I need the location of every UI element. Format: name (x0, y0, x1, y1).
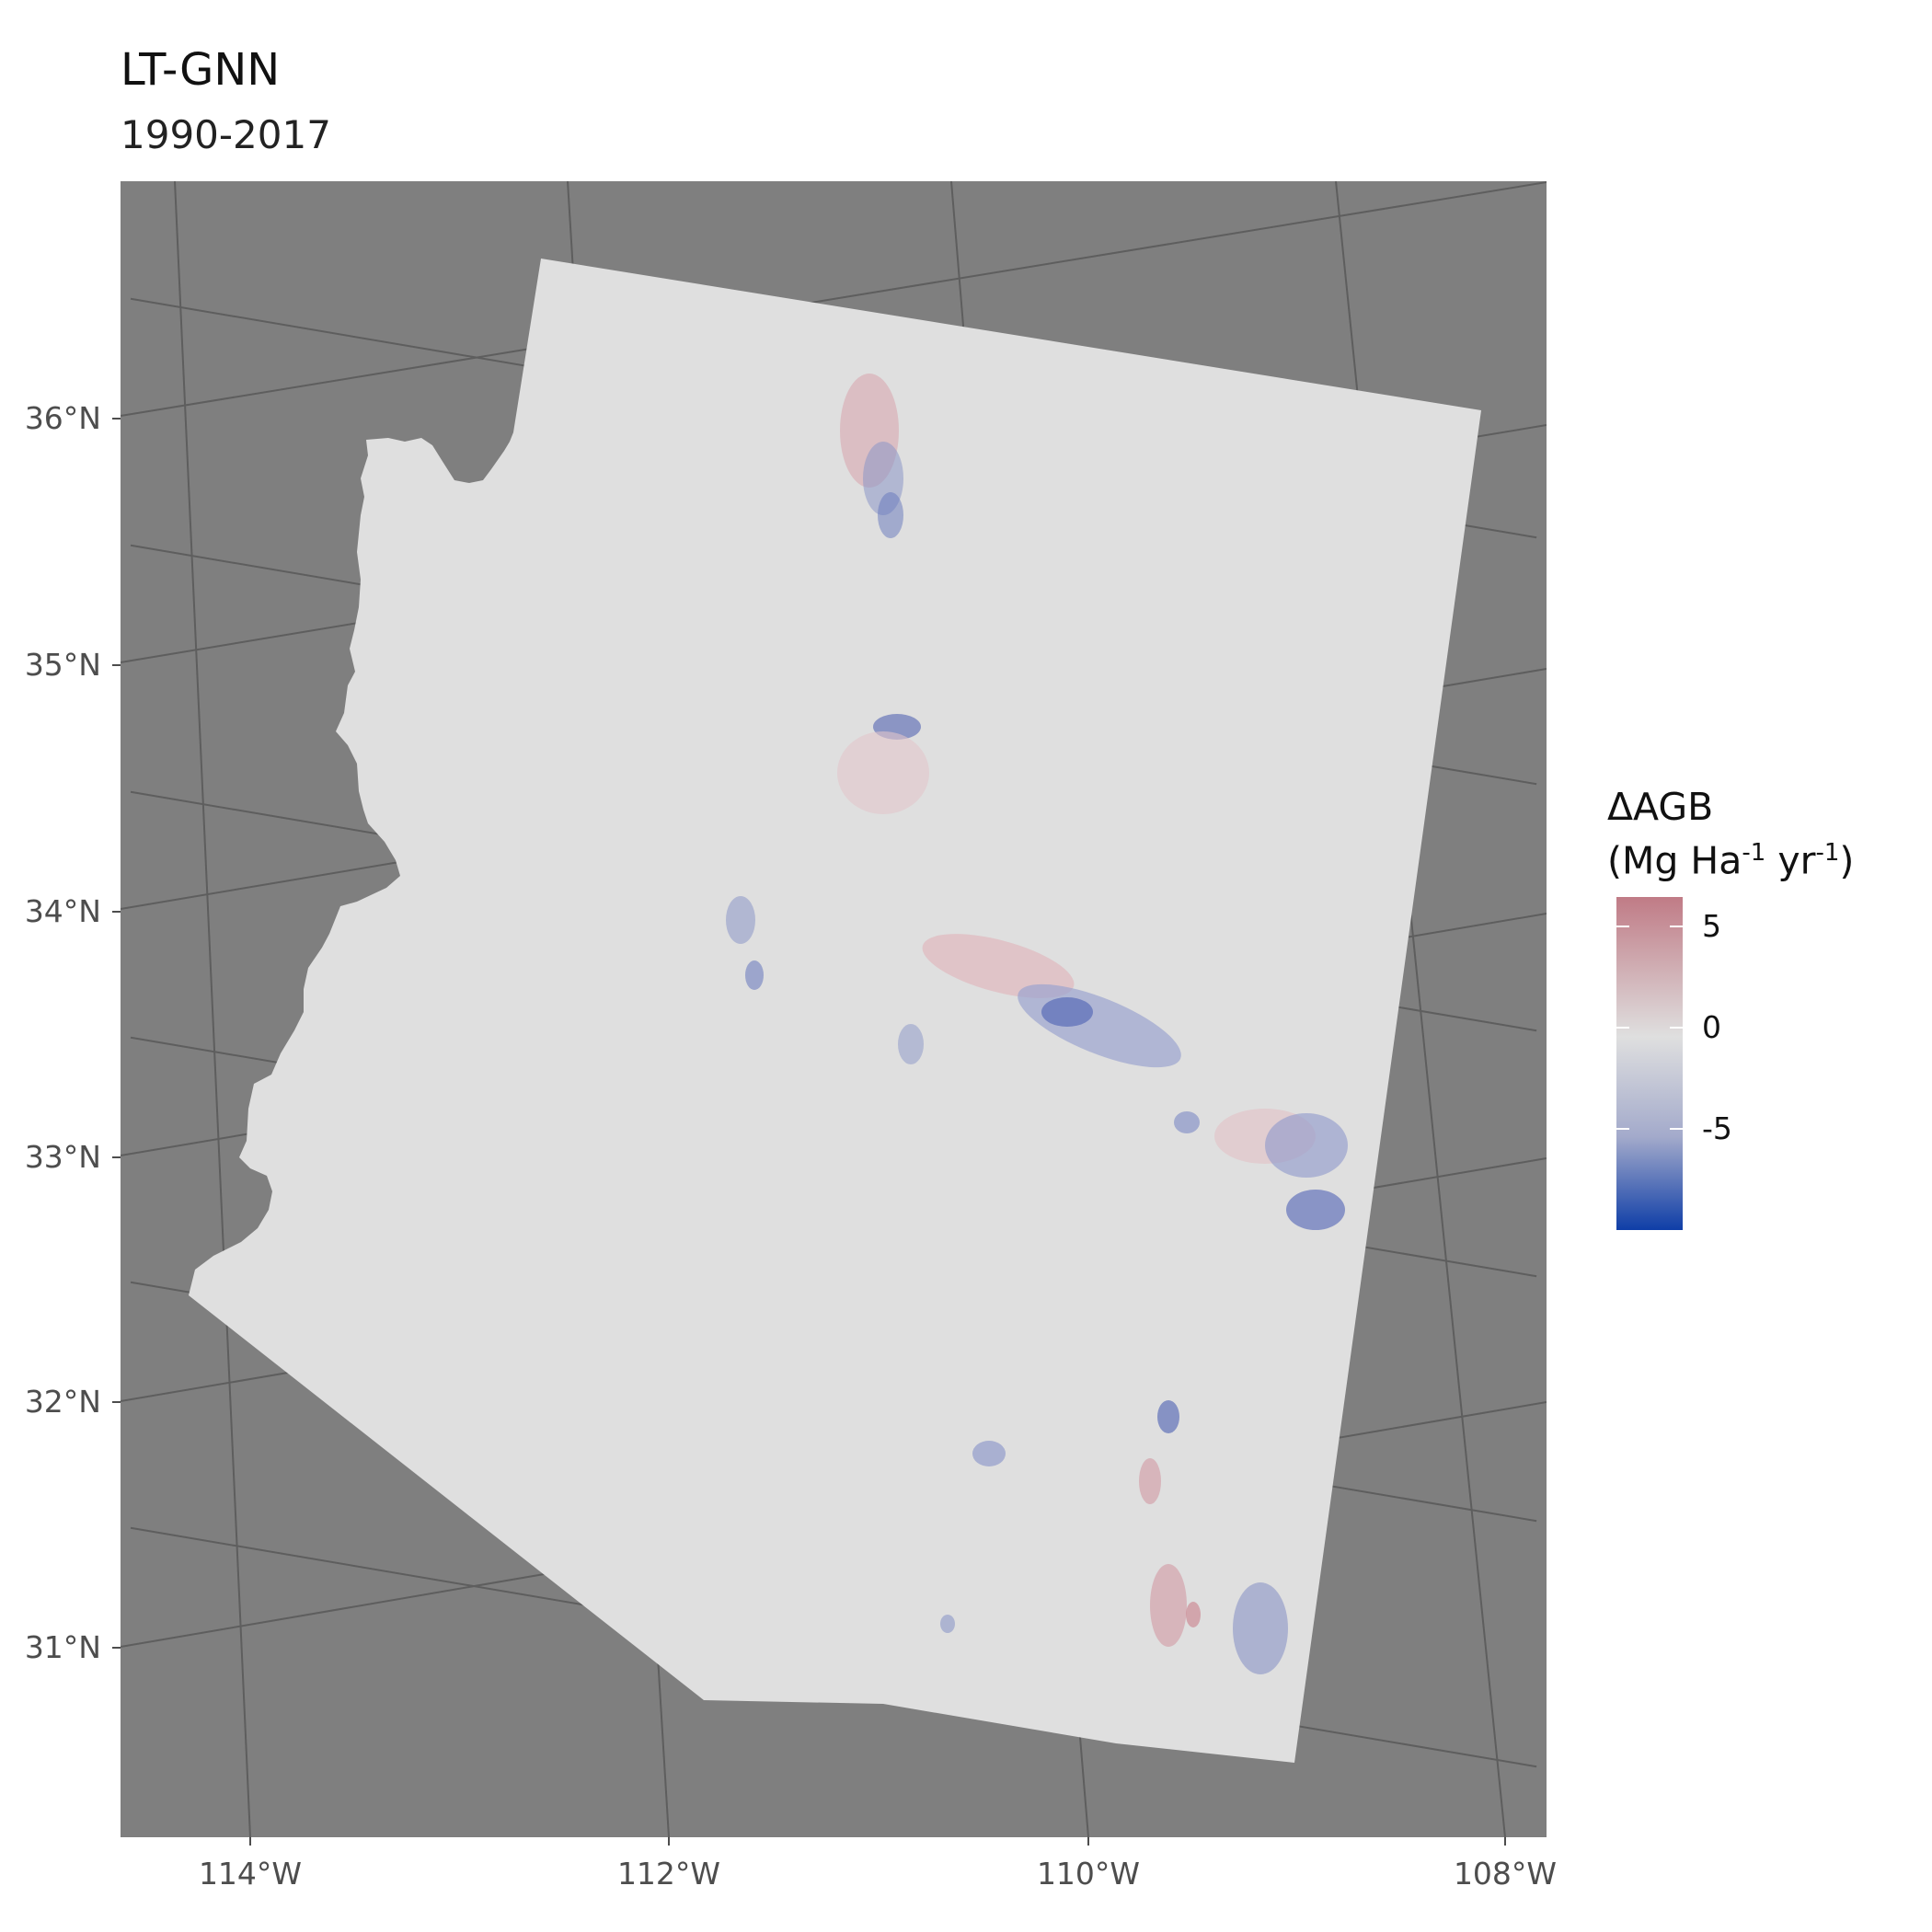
loss-patch (1041, 997, 1093, 1027)
legend-tick-5: 5 (1702, 908, 1721, 944)
legend-title: ΔAGB (Mg Ha-1 yr-1) (1607, 784, 1854, 884)
loss-patch (745, 960, 764, 990)
gain-patch (922, 934, 1075, 998)
legend-tick-neg5: -5 (1702, 1110, 1732, 1146)
loss-patch (898, 1024, 924, 1064)
loss-patch (1286, 1190, 1345, 1230)
loss-patch (1265, 1113, 1348, 1178)
gain-patch (837, 731, 929, 814)
lon-label-114: 114°W (199, 1856, 302, 1892)
legend-title-line1: ΔAGB (1607, 785, 1714, 829)
lon-label-112: 112°W (617, 1856, 720, 1892)
change-patches (726, 374, 1348, 1674)
gain-patch (1186, 1602, 1201, 1627)
loss-patch (726, 896, 755, 944)
gain-patch (1150, 1564, 1187, 1647)
loss-patch (940, 1615, 955, 1633)
map-subtitle: 1990-2017 (121, 112, 331, 157)
lon-label-108: 108°W (1454, 1856, 1557, 1892)
lat-label-34: 34°N (25, 893, 101, 929)
lat-label-32: 32°N (25, 1384, 101, 1420)
arizona-land (189, 259, 1481, 1763)
gain-patch (1139, 1458, 1161, 1504)
lon-axis: 114°W 112°W 110°W 108°W (199, 1837, 1557, 1892)
lat-label-35: 35°N (25, 647, 101, 683)
lat-label-31: 31°N (25, 1629, 101, 1665)
legend-colorbar: 5 0 -5 (1616, 897, 1732, 1230)
loss-patch (1157, 1400, 1179, 1433)
map-title: LT-GNN (121, 44, 281, 96)
loss-patch (972, 1441, 1006, 1466)
lat-axis: 36°N 35°N 34°N 33°N 32°N 31°N (25, 400, 121, 1665)
loss-patch (1233, 1582, 1288, 1674)
legend-tick-0: 0 (1702, 1009, 1721, 1045)
lat-label-36: 36°N (25, 400, 101, 436)
legend-title-line2: (Mg Ha-1 yr-1) (1607, 838, 1855, 883)
loss-patch (1174, 1111, 1200, 1133)
loss-patch (878, 492, 903, 538)
lat-label-33: 33°N (25, 1139, 101, 1175)
colorbar (1616, 897, 1683, 1230)
lon-label-110: 110°W (1037, 1856, 1140, 1892)
